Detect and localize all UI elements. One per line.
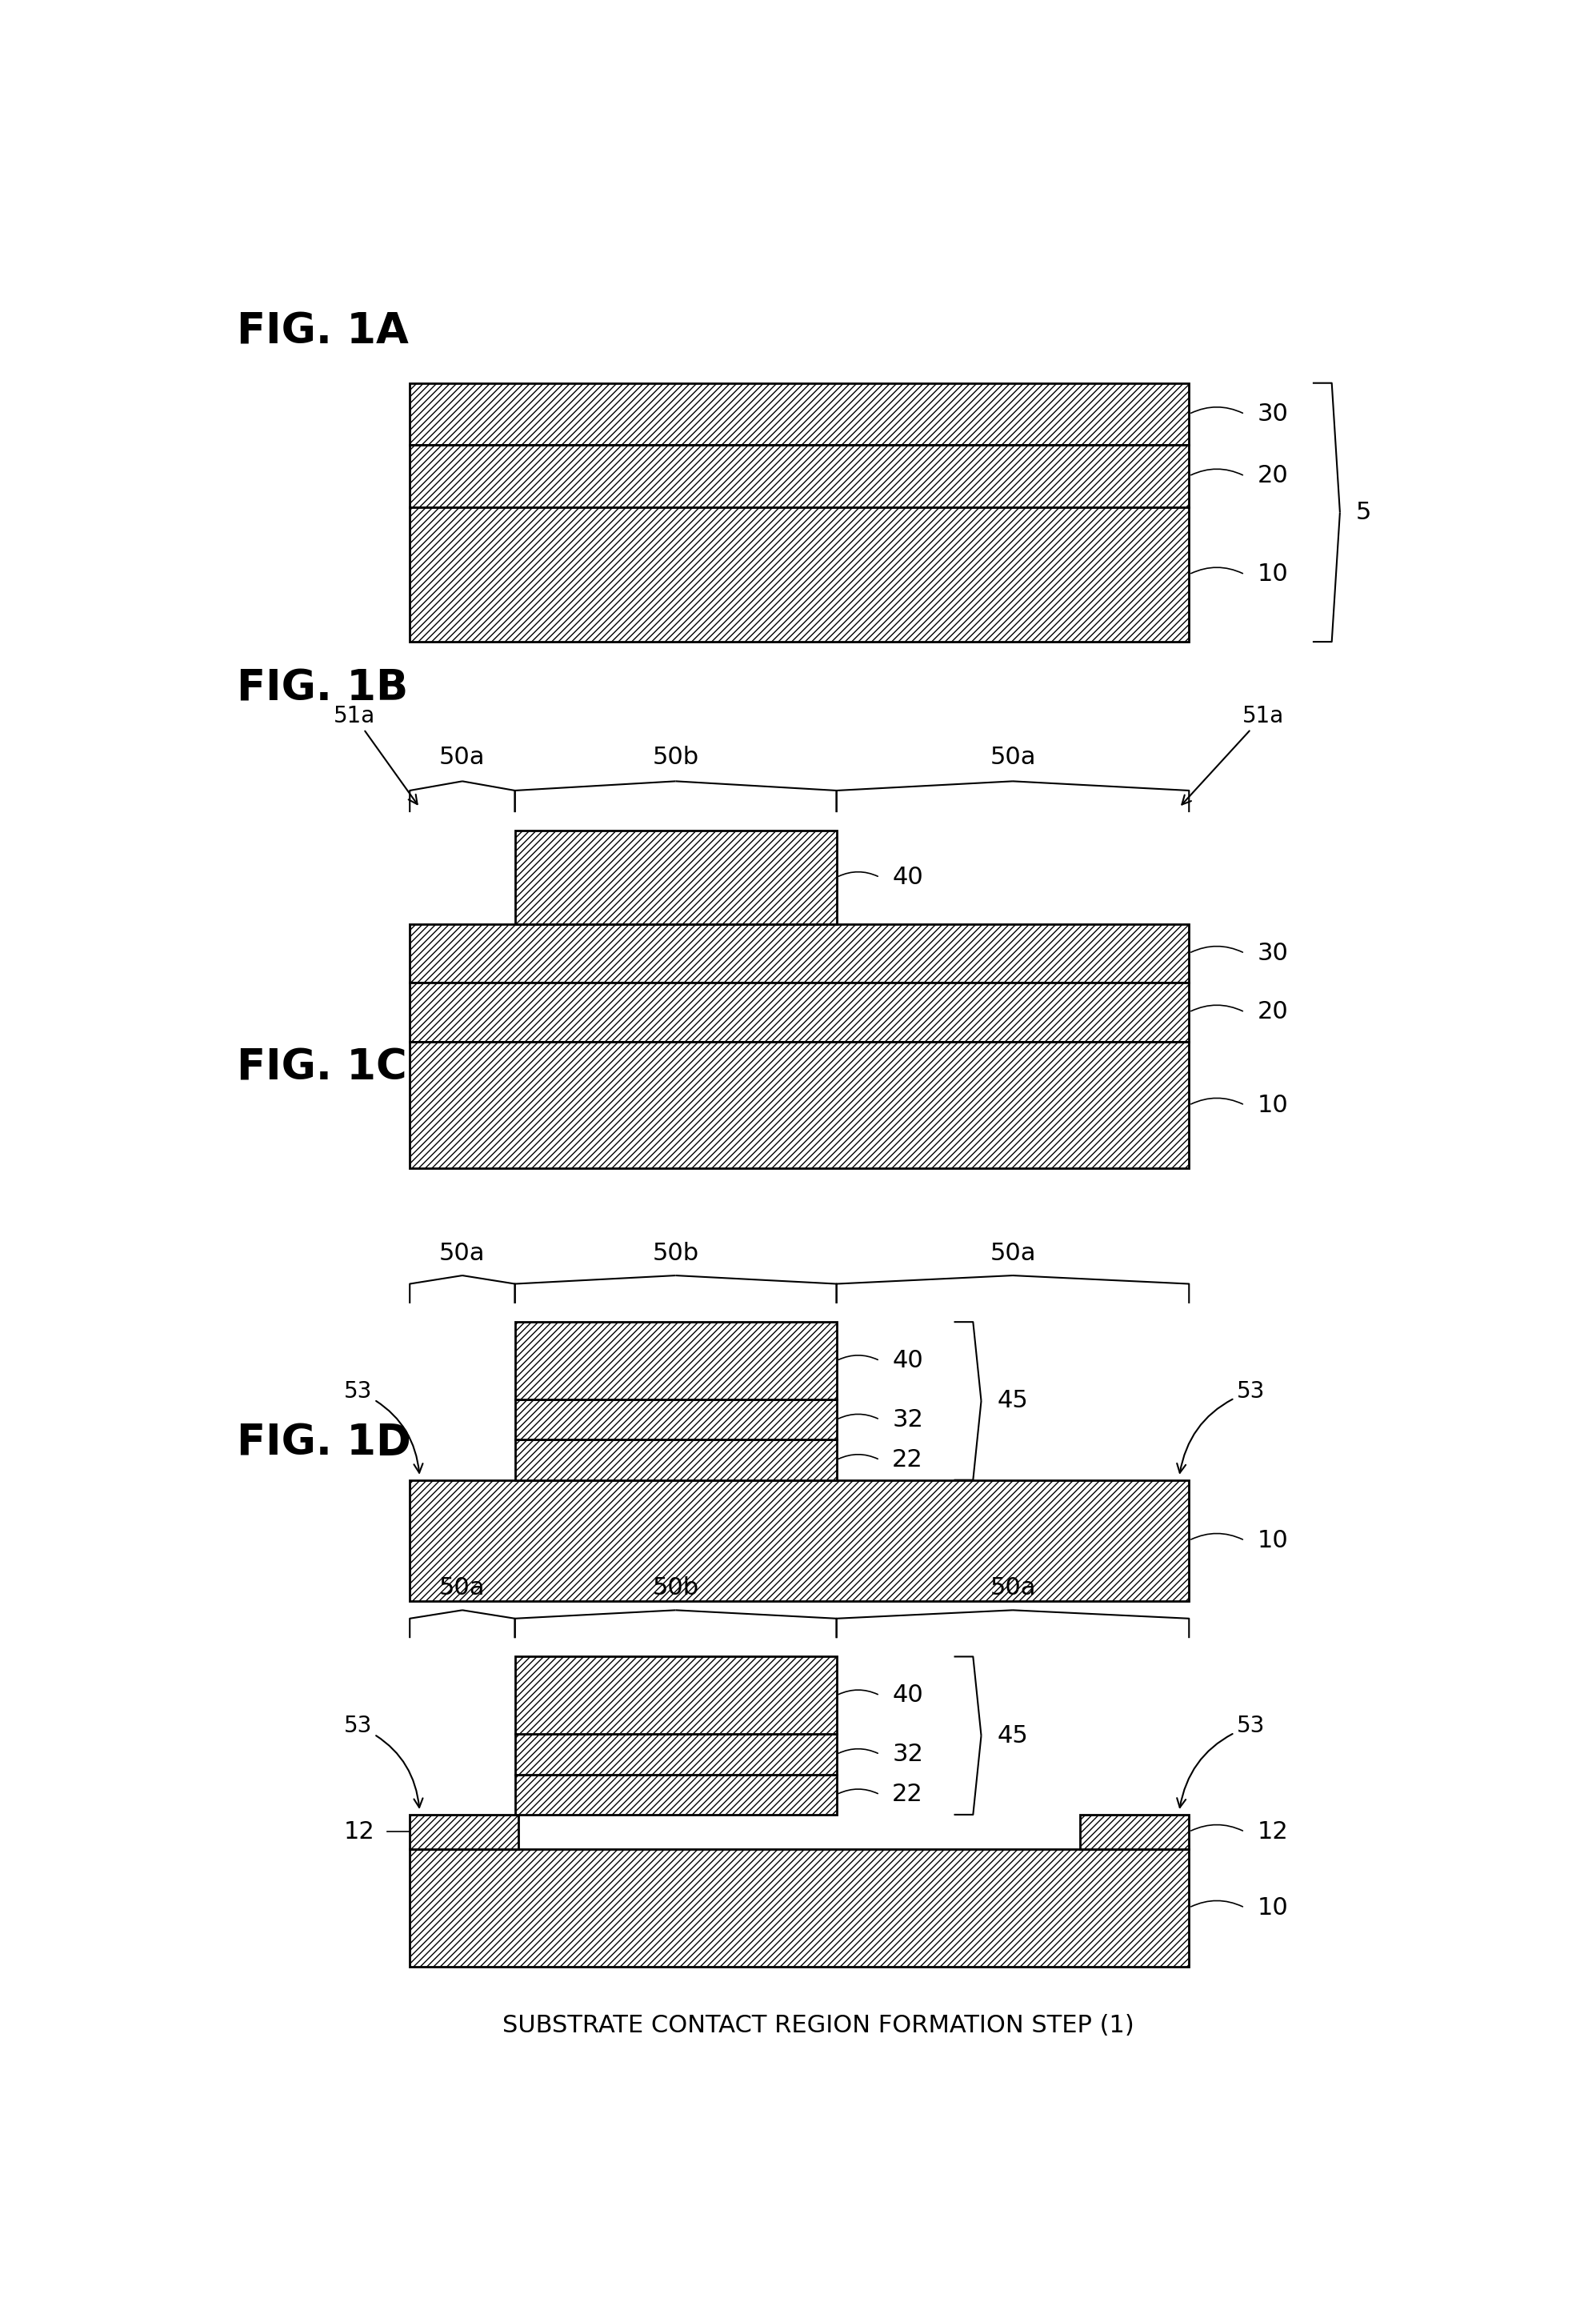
Bar [516,1439,836,1481]
Text: 51a: 51a [334,703,417,805]
Bar [516,831,836,923]
Text: 51a: 51a [1183,703,1285,805]
Bar [410,1481,1189,1601]
Text: 40: 40 [892,865,922,889]
Text: 10: 10 [1258,562,1288,585]
Text: 45: 45 [998,1724,1028,1747]
Bar [516,1733,836,1775]
Text: FIG. 1A: FIG. 1A [236,310,409,352]
Text: 45: 45 [998,1388,1028,1412]
Bar [410,923,1189,983]
Text: 50a: 50a [439,1240,485,1266]
Text: 10: 10 [1258,1895,1288,1918]
Bar [410,507,1189,641]
Text: 20: 20 [1258,1000,1288,1023]
Text: 40: 40 [892,1349,922,1372]
Text: 53: 53 [1176,1379,1266,1474]
Text: 50a: 50a [990,745,1036,768]
Bar [410,983,1189,1041]
Bar [410,1849,1189,1967]
Text: 50b: 50b [653,1240,699,1266]
Text: 50a: 50a [990,1240,1036,1266]
Text: 12: 12 [1258,1821,1288,1844]
Text: 10: 10 [1258,1530,1288,1553]
Text: SUBSTRATE CONTACT REGION FORMATION STEP (1): SUBSTRATE CONTACT REGION FORMATION STEP … [503,2013,1133,2036]
Bar [410,384,1189,444]
Text: 53: 53 [1176,1715,1266,1807]
Text: 50a: 50a [439,745,485,768]
Text: 22: 22 [892,1782,922,1807]
Bar [516,1775,836,1814]
Text: 50b: 50b [653,1576,699,1599]
Text: 30: 30 [1258,942,1288,965]
Text: 50a: 50a [439,1576,485,1599]
Text: FIG. 1B: FIG. 1B [236,666,409,708]
Bar [516,1657,836,1733]
Text: 30: 30 [1258,403,1288,426]
Bar [410,1814,519,1849]
Text: 22: 22 [892,1449,922,1472]
Bar [516,1400,836,1439]
Text: FIG. 1C: FIG. 1C [236,1046,407,1088]
Text: 12: 12 [345,1821,375,1844]
Bar [410,444,1189,507]
Text: 5: 5 [1357,500,1371,523]
Text: 32: 32 [892,1407,922,1430]
Text: 50b: 50b [653,745,699,768]
Text: 32: 32 [892,1742,922,1766]
Text: 53: 53 [343,1715,423,1807]
Text: 50a: 50a [990,1576,1036,1599]
Bar [410,1041,1189,1169]
Text: 10: 10 [1258,1095,1288,1118]
Bar [516,1321,836,1400]
Text: 53: 53 [343,1379,423,1472]
Text: 40: 40 [892,1685,922,1708]
Text: 20: 20 [1258,465,1288,488]
Bar [1080,1814,1189,1849]
Text: FIG. 1D: FIG. 1D [236,1423,410,1465]
